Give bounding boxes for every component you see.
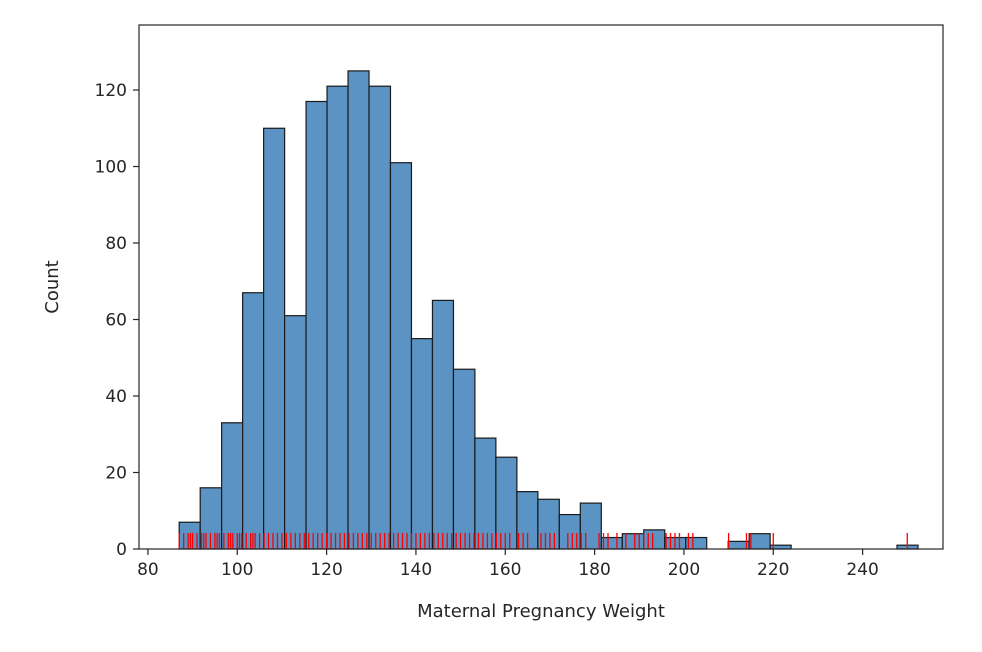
histogram-bar xyxy=(347,70,370,550)
rug-marks xyxy=(178,533,908,549)
plot-frame xyxy=(138,24,944,550)
x-tick-label: 140 xyxy=(400,560,432,580)
histogram-bar xyxy=(389,162,413,550)
histogram-bar xyxy=(368,85,392,550)
y-tick-label: 80 xyxy=(105,234,127,254)
histogram-bar xyxy=(221,422,244,550)
y-axis-label: Count xyxy=(42,260,63,313)
histogram-bar xyxy=(242,292,265,550)
histogram-bar xyxy=(474,437,497,550)
histogram-bar xyxy=(431,299,455,550)
y-axis-ticks: 0 20 40 60 80 100 120 xyxy=(95,81,139,560)
histogram-bar xyxy=(495,456,518,550)
x-tick-label: 180 xyxy=(578,560,610,580)
histogram-bar xyxy=(410,338,434,550)
x-tick-label: 100 xyxy=(221,560,253,580)
x-tick-label: 160 xyxy=(489,560,521,580)
histogram-bar xyxy=(326,85,349,550)
y-tick-label: 120 xyxy=(95,81,127,101)
x-tick-label: 80 xyxy=(137,560,159,580)
histogram-bar xyxy=(284,315,307,550)
x-axis-label: Maternal Pregnancy Weight xyxy=(417,601,665,622)
histogram-bars xyxy=(178,70,919,550)
y-tick-label: 40 xyxy=(105,387,127,407)
histogram-bar xyxy=(748,533,771,550)
histogram-bar xyxy=(263,127,286,550)
x-tick-label: 240 xyxy=(846,560,878,580)
histogram-bar xyxy=(643,529,666,550)
x-tick-label: 220 xyxy=(757,560,789,580)
y-tick-label: 60 xyxy=(105,311,127,331)
histogram-bar xyxy=(305,100,328,550)
x-tick-label: 120 xyxy=(310,560,342,580)
histogram-bar xyxy=(600,536,623,550)
histogram-bar xyxy=(452,368,476,550)
x-tick-label: 200 xyxy=(668,560,700,580)
x-axis-ticks: 80 100 120 140 160 180 200 220 240 xyxy=(137,549,879,580)
histogram-bar xyxy=(579,502,602,550)
y-tick-label: 0 xyxy=(116,540,127,560)
y-tick-label: 100 xyxy=(95,158,127,178)
y-tick-label: 20 xyxy=(105,464,127,484)
